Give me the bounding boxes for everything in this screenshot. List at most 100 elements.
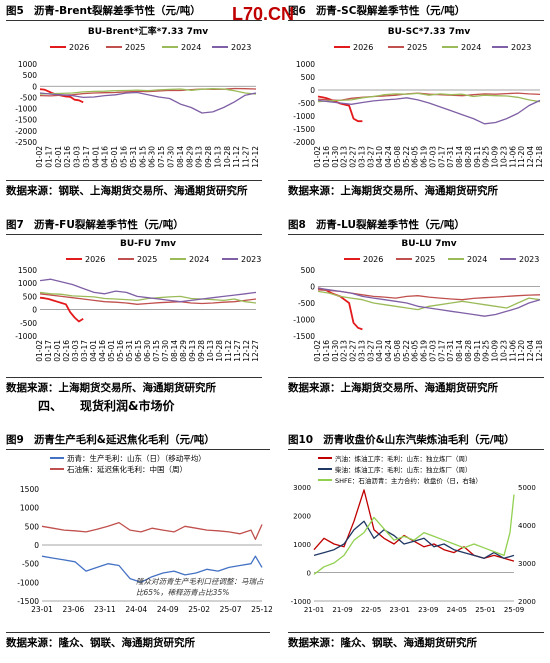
x-tick-label: 07-31 — [446, 340, 455, 362]
x-tick-label: 11-27 — [242, 146, 251, 168]
x-tick-label: 02-01 — [53, 340, 62, 362]
figure-10-rule — [288, 449, 544, 450]
x-tick-label: 02-13 — [340, 146, 349, 168]
x-tick-label: 09-11 — [473, 340, 482, 362]
x-tick-label: 04-01 — [91, 146, 100, 168]
y-tick-label: 0 — [310, 86, 315, 95]
x-tick-label: 10-28 — [215, 340, 224, 362]
y-tick-label: 1000 — [18, 279, 37, 288]
legend-label: 2023 — [519, 255, 539, 264]
chart-bu-sc: BU-SC*7.33 7mv 1000 500 0 -500 -1000 -1500 -200… — [293, 27, 544, 168]
y-tick-label: 0 — [34, 541, 39, 550]
x-tick-label: 11-06 — [508, 146, 517, 168]
y-tick-label: 1000 — [293, 541, 311, 549]
figure-5-title: 图5 沥青-Brent裂解差季节性（元/吨） — [6, 5, 201, 17]
y-tick-label: 1000 — [20, 504, 39, 513]
x-tick-label: 09-28 — [197, 340, 206, 362]
figure-9-source: 数据来源：隆众、钢联、海通期货研究所 — [6, 637, 195, 649]
x-tick-label: 03-13 — [357, 340, 366, 362]
legend-label: 2024 — [181, 43, 201, 52]
figure-5-rule — [6, 20, 262, 21]
figure-8-rule — [288, 234, 544, 235]
x-tick-label: 06-30 — [148, 146, 157, 168]
x-tick-label: 07-03 — [428, 340, 437, 362]
figure-9-title: 图9 沥青生产毛利&延迟焦化毛利（元/吨） — [6, 434, 215, 446]
x-tick-label: 08-14 — [455, 146, 464, 168]
x-tick-label: 05-31 — [129, 146, 138, 168]
figure-10-source: 数据来源：隆众、钢联、海通期货研究所 — [288, 637, 477, 649]
figure-8-source: 数据来源：上海期货交易所、海通期货研究所 — [288, 382, 498, 394]
x-tick-label: 08-14 — [170, 340, 179, 362]
legend-label: 2023 — [231, 43, 251, 52]
x-tick-label: 08-28 — [464, 146, 473, 168]
x-tick-label: 25-12 — [251, 605, 272, 614]
y-tick-label: -500 — [298, 99, 315, 108]
x-tick-label: 08-28 — [464, 340, 473, 362]
chart-bu-brent: BU-Brent*汇率*7.33 7mv 1000 500 0 -500 -1000 -15… — [15, 25, 260, 168]
x-tick-label: 12-12 — [251, 146, 260, 168]
series-line-1 — [313, 520, 515, 559]
legend-label: 2025 — [415, 255, 435, 264]
x-tick-label: 24-05 — [447, 606, 467, 614]
x-tick-label: 25-02 — [188, 605, 210, 614]
figure-5-bottom-rule — [6, 180, 262, 181]
x-tick-label: 24-09 — [157, 605, 179, 614]
x-tick-label: 09-28 — [204, 146, 213, 168]
y-tick-label: 0 — [310, 283, 315, 292]
x-tick-label: 12-04 — [526, 340, 535, 362]
y-tick-label: 1500 — [18, 266, 37, 275]
figure-8-title: 图8 沥青-LU裂解差季节性（元/吨） — [288, 219, 465, 231]
figure-7-rule — [6, 234, 262, 235]
x-tick-label: 01-02 — [35, 340, 44, 362]
y-tick-label: -1500 — [17, 597, 39, 606]
chart-close-price-refining-margin: 3000 2000 1000 0 -1000 5000 4000 3000 2000 21-01 2… — [291, 454, 536, 614]
legend-label: 2026 — [363, 255, 383, 264]
legend-label: 石油焦：延迟焦化毛利：中国（周） — [67, 464, 187, 474]
x-tick-label: 23-01 — [31, 605, 53, 614]
x-tick-label: 01-16 — [322, 340, 331, 362]
x-tick-label: 03-03 — [71, 340, 80, 362]
x-tick-label: 11-27 — [233, 340, 242, 362]
x-tick-label: 07-15 — [152, 340, 161, 362]
x-tick-label: 06-05 — [411, 340, 420, 362]
y-tick-label: -500 — [20, 93, 37, 102]
x-tick-label: 08-29 — [185, 146, 194, 168]
x-tick-label: 05-08 — [393, 340, 402, 362]
series-line-0 — [41, 555, 263, 583]
x-tick-label: 02-16 — [63, 146, 72, 168]
x-tick-label: 05-01 — [110, 146, 119, 168]
legend-label: SHFE：石油沥青：主力合约：收盘价（日，右轴） — [335, 476, 482, 485]
y-tick-label: -1000 — [17, 578, 39, 587]
figure-7-source: 数据来源：上海期货交易所、海通期货研究所 — [6, 382, 216, 394]
x-tick-label: 01-30 — [331, 146, 340, 168]
y-right-tick-label: 5000 — [518, 484, 536, 492]
figure-10-bottom-rule — [288, 632, 544, 633]
y-tick-label: -1500 — [293, 332, 315, 341]
x-tick-label: 06-05 — [411, 146, 420, 168]
y-right-tick-label: 4000 — [518, 522, 536, 530]
figure-6-title: 图6 沥青-SC裂解差季节性（元/吨） — [288, 5, 466, 17]
x-tick-label: 07-17 — [437, 146, 446, 168]
series-line-0 — [39, 296, 84, 323]
series-line-3 — [39, 278, 257, 303]
y-tick-label: 1000 — [296, 60, 315, 69]
figure-7-bottom-rule — [6, 377, 262, 378]
legend-label: 2026 — [85, 255, 105, 264]
x-tick-label: 25-09 — [504, 606, 524, 614]
x-tick-label: 21-01 — [304, 606, 324, 614]
figure-9-bottom-rule — [6, 632, 270, 633]
x-tick-label: 25-07 — [220, 605, 242, 614]
x-tick-label: 06-15 — [134, 340, 143, 362]
x-tick-label: 07-15 — [157, 146, 166, 168]
legend-label: 2025 — [125, 43, 145, 52]
x-tick-label: 05-08 — [393, 146, 402, 168]
x-tick-label: 04-24 — [384, 340, 393, 362]
series-line-0 — [313, 489, 515, 562]
figure-10-title: 图10 沥青收盘价&山东汽柴炼油毛利（元/吨） — [288, 434, 515, 446]
y-right-tick-label: 3000 — [518, 560, 536, 568]
x-tick-label: 11-12 — [232, 146, 241, 168]
x-tick-label: 07-03 — [428, 146, 437, 168]
x-tick-label: 12-12 — [242, 340, 251, 362]
x-tick-label: 03-27 — [366, 340, 375, 362]
